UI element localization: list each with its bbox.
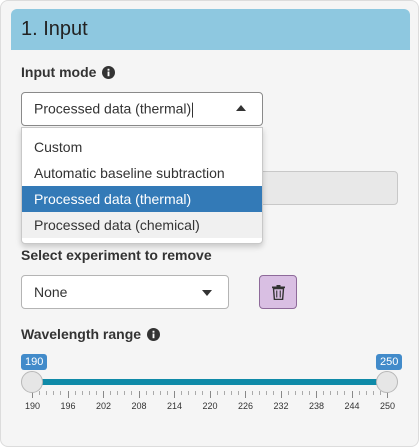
slider-minor-tick bbox=[323, 391, 325, 395]
slider-tick-label: 190 bbox=[24, 401, 41, 411]
slider-minor-tick bbox=[344, 391, 346, 395]
dropdown-option[interactable]: Custom bbox=[34, 139, 83, 155]
slider-minor-tick bbox=[287, 391, 289, 395]
input-mode-label-row: Input mode bbox=[21, 64, 116, 80]
slider-minor-tick bbox=[337, 391, 339, 395]
slider-tick bbox=[32, 391, 33, 398]
chevron-up-icon bbox=[236, 105, 246, 111]
slider-minor-tick bbox=[181, 391, 183, 395]
input-mode-dropdown: Custom Automatic baseline subtraction Pr… bbox=[21, 127, 263, 244]
slider-minor-tick bbox=[110, 391, 112, 395]
input-mode-select[interactable]: Processed data (thermal) bbox=[21, 92, 263, 126]
slider-selected-range[interactable] bbox=[31, 379, 388, 385]
slider-minor-tick bbox=[188, 391, 190, 395]
slider-handle-to[interactable] bbox=[376, 371, 398, 393]
delete-experiment-button[interactable] bbox=[259, 275, 297, 309]
slider-minor-tick bbox=[166, 391, 168, 395]
hidden-input-field[interactable] bbox=[241, 171, 398, 205]
slider-minor-tick bbox=[39, 391, 41, 395]
slider-minor-tick bbox=[372, 391, 374, 395]
slider-minor-tick bbox=[266, 391, 268, 395]
slider-tick bbox=[174, 391, 175, 398]
wavelength-label-row: Wavelength range bbox=[21, 326, 161, 342]
slider-tick-label: 250 bbox=[379, 401, 396, 411]
slider-tick bbox=[103, 391, 104, 398]
slider-tick-label: 244 bbox=[344, 401, 360, 411]
slider-tick-label: 238 bbox=[308, 401, 325, 411]
slider-minor-tick bbox=[230, 391, 232, 395]
dropdown-option[interactable]: Processed data (chemical) bbox=[22, 212, 262, 238]
slider-minor-tick bbox=[159, 391, 161, 395]
slider-tick-label: 220 bbox=[202, 401, 218, 411]
slider-to-badge: 250 bbox=[376, 354, 403, 370]
panel-header: 1. Input bbox=[11, 9, 410, 50]
slider-minor-tick bbox=[145, 391, 147, 395]
slider-minor-tick bbox=[358, 391, 360, 395]
slider-minor-tick bbox=[259, 391, 261, 395]
input-mode-value: Processed data (thermal) bbox=[34, 100, 194, 118]
slider-tick-label: 196 bbox=[60, 401, 76, 411]
info-circle-icon[interactable] bbox=[102, 65, 116, 79]
slider-minor-tick bbox=[152, 391, 154, 395]
dropdown-option[interactable]: Automatic baseline subtraction bbox=[34, 165, 225, 181]
slider-minor-tick bbox=[273, 391, 275, 395]
slider-tick bbox=[245, 391, 246, 398]
slider-minor-tick bbox=[60, 391, 62, 395]
slider-minor-tick bbox=[95, 391, 97, 395]
remove-experiment-label: Select experiment to remove bbox=[21, 247, 212, 263]
wavelength-label: Wavelength range bbox=[21, 326, 142, 342]
slider-minor-tick bbox=[308, 391, 310, 395]
slider-minor-tick bbox=[252, 391, 254, 395]
slider-tick bbox=[280, 391, 282, 398]
text-cursor bbox=[192, 102, 194, 118]
slider-tick-label: 202 bbox=[95, 401, 112, 411]
remove-experiment-select[interactable]: None bbox=[21, 275, 229, 309]
slider-minor-tick bbox=[88, 391, 90, 395]
dropdown-option-selected[interactable]: Processed data (thermal) bbox=[22, 186, 262, 212]
slider-minor-tick bbox=[223, 391, 225, 395]
slider-minor-tick bbox=[81, 391, 83, 395]
slider-tick-label: 232 bbox=[273, 401, 289, 411]
slider-handle-from[interactable] bbox=[21, 371, 43, 393]
trash-icon bbox=[271, 284, 285, 300]
slider-tick bbox=[351, 391, 353, 398]
slider-tick bbox=[316, 391, 317, 398]
slider-tick bbox=[67, 391, 69, 398]
slider-minor-tick bbox=[131, 391, 133, 395]
slider-minor-tick bbox=[46, 391, 48, 395]
slider-tick bbox=[209, 391, 211, 398]
slider-tick-label: 208 bbox=[131, 401, 147, 411]
slider-from-badge: 190 bbox=[21, 354, 48, 370]
slider-minor-tick bbox=[216, 391, 218, 395]
slider-minor-tick bbox=[74, 391, 76, 395]
slider-minor-tick bbox=[237, 391, 239, 395]
slider-tick bbox=[138, 391, 140, 398]
slider-minor-tick bbox=[124, 391, 126, 395]
slider-tick bbox=[387, 391, 388, 398]
info-circle-icon[interactable] bbox=[147, 327, 161, 341]
slider-tick-label: 226 bbox=[237, 401, 254, 411]
input-mode-label: Input mode bbox=[21, 64, 97, 80]
slider-minor-tick bbox=[195, 391, 197, 395]
slider-minor-tick bbox=[202, 391, 204, 395]
slider-minor-tick bbox=[379, 391, 381, 395]
panel-title: 1. Input bbox=[21, 18, 88, 40]
slider-minor-tick bbox=[330, 391, 332, 395]
chevron-down-icon bbox=[202, 290, 212, 296]
slider-minor-tick bbox=[301, 391, 303, 395]
slider-minor-tick bbox=[294, 391, 296, 395]
slider-tick-label: 214 bbox=[166, 401, 183, 411]
slider-minor-tick bbox=[365, 391, 367, 395]
slider-minor-tick bbox=[53, 391, 55, 395]
remove-experiment-value: None bbox=[34, 284, 68, 300]
slider-minor-tick bbox=[117, 391, 119, 395]
